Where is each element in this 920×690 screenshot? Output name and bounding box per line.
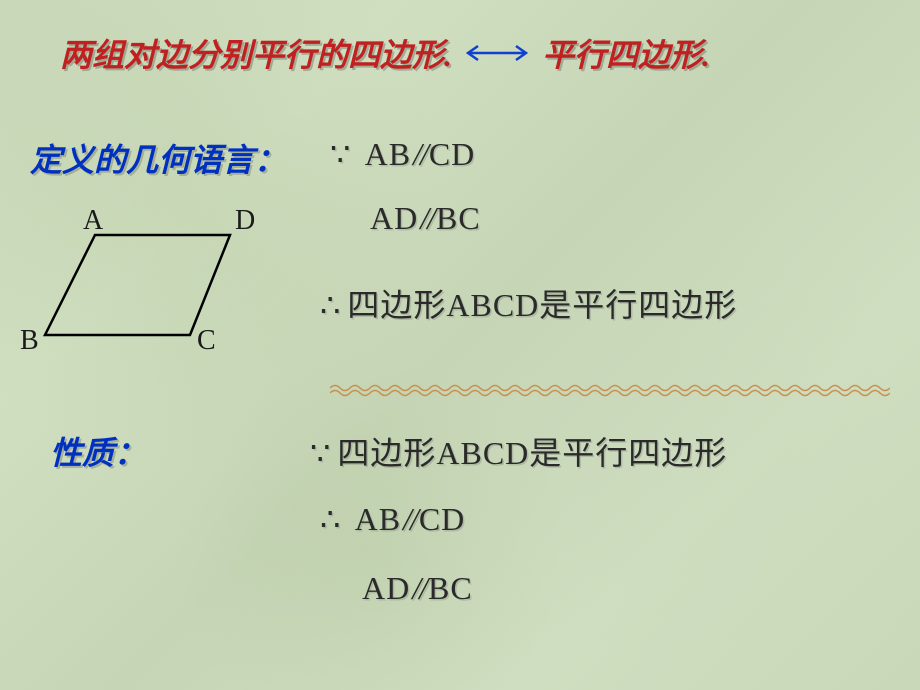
- parallel-symbol: //: [403, 501, 417, 537]
- def-line3-text: 四边形ABCD是平行四边形: [347, 287, 737, 323]
- parallel-symbol: //: [412, 570, 426, 606]
- prop-line2: ∴ AB//CD: [320, 500, 465, 538]
- prop-line3-seg2: BC: [428, 570, 473, 606]
- vertex-C: C: [197, 325, 216, 357]
- therefore-symbol: ∴: [320, 500, 341, 538]
- vertex-A: A: [83, 205, 103, 237]
- def-line3: ∴四边形ABCD是平行四边形: [320, 280, 737, 326]
- because-symbol: ∵: [310, 434, 331, 472]
- prop-line1-text: 四边形ABCD是平行四边形: [337, 435, 727, 471]
- vertex-D: D: [235, 205, 255, 237]
- prop-line1: ∵四边形ABCD是平行四边形: [310, 428, 727, 474]
- double-arrow-icon: [462, 41, 532, 65]
- def-line2-seg1: AD: [370, 200, 418, 236]
- def-line1-seg2: CD: [429, 136, 475, 172]
- prop-line2-seg1: AB: [355, 501, 401, 537]
- title-part1: 两组对边分别平行的四边形.: [60, 30, 452, 76]
- title-row: 两组对边分别平行的四边形. 平行四边形.: [60, 30, 900, 76]
- prop-line3: AD//BC: [362, 570, 473, 607]
- definition-label: 定义的几何语言：: [30, 135, 286, 181]
- because-symbol: ∵: [330, 135, 351, 173]
- def-line1: ∵ AB//CD: [330, 135, 475, 173]
- vertex-B: B: [20, 325, 39, 357]
- title-part2: 平行四边形.: [542, 30, 710, 76]
- def-line2-seg2: BC: [436, 200, 481, 236]
- property-label: 性质：: [50, 428, 146, 474]
- therefore-symbol: ∴: [320, 286, 341, 324]
- def-line1-seg1: AB: [365, 136, 411, 172]
- parallel-symbol: //: [420, 200, 434, 236]
- prop-line3-seg1: AD: [362, 570, 410, 606]
- prop-line2-seg2: CD: [419, 501, 465, 537]
- parallelogram-diagram: A D B C: [25, 205, 275, 370]
- wave-divider: [330, 380, 890, 400]
- parallel-symbol: //: [413, 136, 427, 172]
- def-line2: AD//BC: [370, 200, 481, 237]
